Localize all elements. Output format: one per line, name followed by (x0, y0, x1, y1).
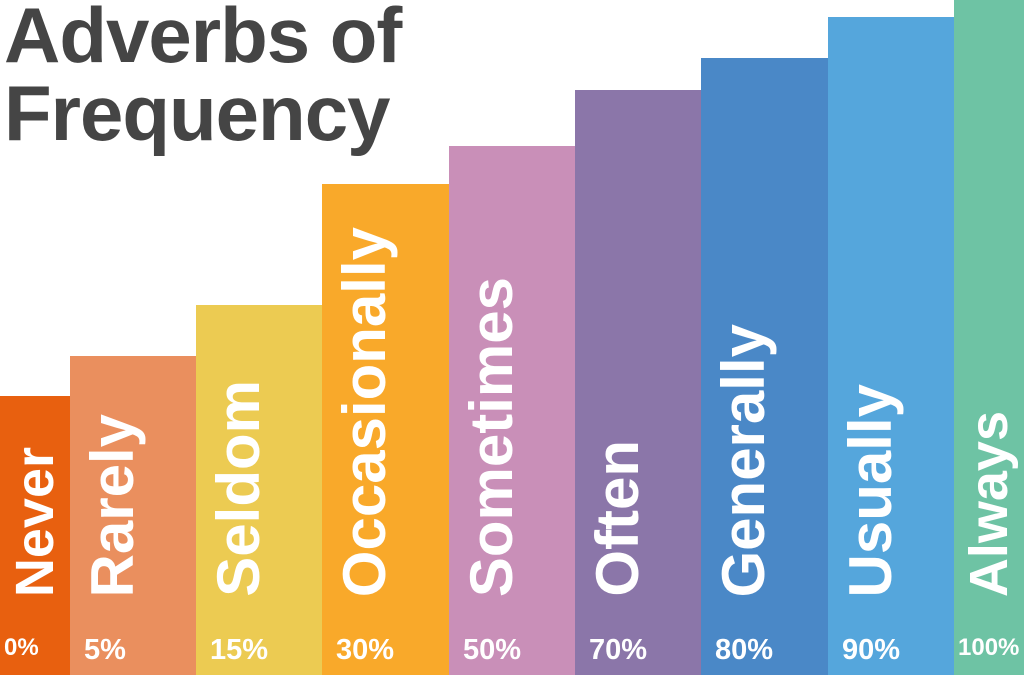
bar-occasionally: Occasionally 30% (322, 184, 449, 675)
bar-label: Occasionally (331, 226, 398, 597)
value-label: 0% (4, 634, 39, 661)
value-label: 100% (958, 634, 1020, 661)
bar-label: Usually (837, 383, 904, 597)
value-label: 50% (463, 634, 522, 666)
bar-label: Seldom (205, 380, 272, 597)
bar-label: Always (959, 410, 1019, 597)
bar-rarely: Rarely 5% (70, 356, 196, 675)
bar-sometimes: Sometimes 50% (449, 146, 575, 675)
bar-always: Always 100% (954, 0, 1024, 675)
chart-title-line-2: Frequency (4, 69, 390, 157)
bar-often: Often 70% (575, 90, 701, 675)
bar-generally: Generally 80% (701, 58, 828, 675)
bar-label: Sometimes (458, 276, 525, 597)
bar-seldom: Seldom 15% (196, 305, 322, 675)
bar-label: Often (584, 440, 651, 597)
value-label: 15% (210, 634, 269, 666)
bar-label: Generally (710, 323, 777, 598)
bar-label: Never (5, 446, 65, 597)
bar-label: Rarely (79, 413, 146, 597)
value-label: 70% (589, 634, 648, 666)
bar-never: Never 0% (0, 396, 70, 675)
bar-usually: Usually 90% (828, 17, 954, 675)
value-label: 90% (842, 634, 901, 666)
chart-title-line-1: Adverbs of (4, 0, 402, 79)
value-label: 5% (84, 634, 126, 666)
value-label: 80% (715, 634, 774, 666)
value-label: 30% (336, 634, 395, 666)
